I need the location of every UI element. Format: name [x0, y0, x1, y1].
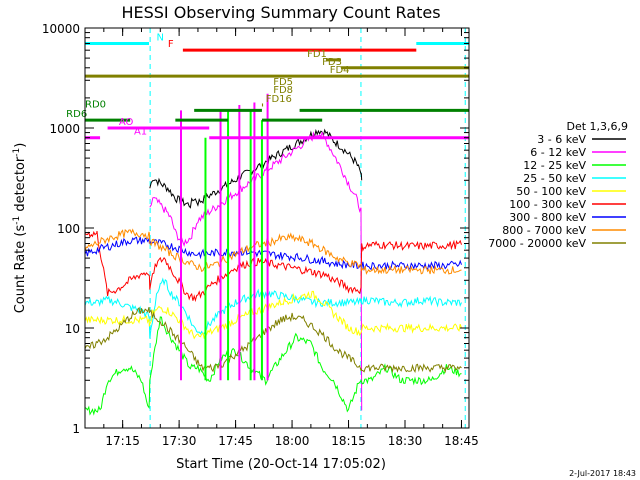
legend-entry-label: 800 - 7000 keV — [502, 224, 586, 237]
series-line-8 — [85, 306, 462, 374]
series-line-4 — [85, 290, 462, 340]
series-line-0 — [149, 128, 363, 209]
legend-entry-label: 3 - 6 keV — [537, 133, 586, 146]
y-tick-label: 10000 — [42, 22, 80, 36]
y-tick-label: 1000 — [49, 122, 80, 136]
footer-date: 2-Jul-2017 18:43 — [569, 469, 636, 478]
legend-entry-label: 300 - 800 keV — [509, 211, 586, 224]
flag-label-fd8: FD8 — [273, 85, 293, 96]
flag-label-fd1: FD1 — [307, 49, 327, 60]
legend-entry-label: 50 - 100 keV — [516, 185, 586, 198]
legend-entry-label: 7000 - 20000 keV — [488, 237, 586, 250]
x-tick-label: 18:30 — [388, 434, 423, 448]
flag-label-a1: A1 — [134, 127, 147, 138]
series-line-6 — [85, 236, 462, 272]
legend-header: Det 1,3,6,9 — [566, 120, 628, 133]
x-tick-label: 18:45 — [444, 434, 479, 448]
x-tick-label: 18:00 — [275, 434, 310, 448]
flag-label-fd4: FD4 — [330, 65, 350, 76]
legend-entry-label: 6 - 12 keV — [530, 146, 586, 159]
flag-label-fd3: FD3 — [322, 57, 342, 68]
legend-entry-label: 25 - 50 keV — [523, 172, 586, 185]
legend-entry-label: 12 - 25 keV — [523, 159, 586, 172]
x-axis-label: Start Time (20-Oct-14 17:05:02) — [176, 457, 386, 472]
series-line-3 — [85, 277, 462, 339]
flag-label-fd5: FD5 — [273, 77, 293, 88]
y-tick-label: 10 — [65, 322, 80, 336]
series-line-7 — [85, 228, 462, 275]
flag-label-f: F — [168, 39, 174, 50]
x-tick-label: 17:30 — [162, 434, 197, 448]
chart-title: HESSI Observing Summary Count Rates — [121, 3, 440, 22]
flag-label-rd0: RD0 — [85, 99, 106, 110]
series-line-2 — [85, 316, 462, 416]
x-tick-label: 18:15 — [331, 434, 366, 448]
series-line-1 — [149, 131, 363, 411]
flag-label-n: N — [157, 32, 164, 43]
flag-label-fd16: FD16 — [266, 94, 292, 105]
y-tick-label: 1 — [72, 422, 80, 436]
x-tick-label: 17:15 — [105, 434, 140, 448]
flag-label-ao: AO — [119, 117, 134, 128]
flag-label-rd6: RD6 — [66, 109, 87, 120]
legend-entry-label: 100 - 300 keV — [509, 198, 586, 211]
y-axis-label: Count Rate (s-1 detector-1) — [12, 143, 28, 314]
series-line-5 — [85, 230, 462, 303]
y-tick-label: 100 — [57, 222, 80, 236]
x-tick-label: 17:45 — [218, 434, 253, 448]
